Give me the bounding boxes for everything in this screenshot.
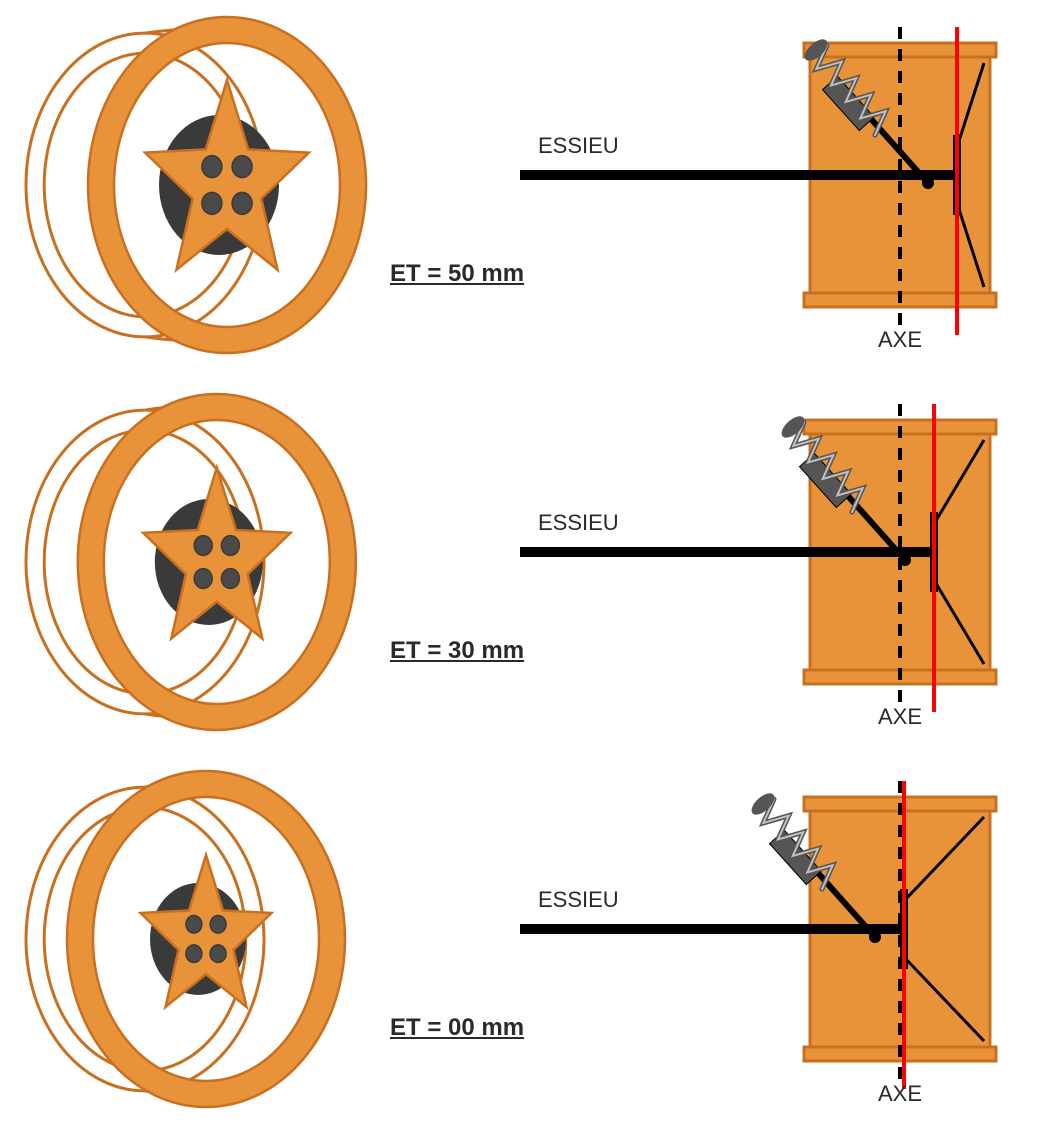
essieu-label: ESSIEU (538, 887, 619, 913)
essieu-label: ESSIEU (538, 133, 619, 159)
wheel-3d-view (20, 759, 380, 1124)
wheel-cross-section (520, 382, 1040, 747)
axe-label: AXE (878, 1081, 922, 1107)
wheel-cross-section (520, 5, 1040, 370)
et-value-label: ET = 50 mm (390, 260, 524, 288)
essieu-label: ESSIEU (538, 510, 619, 536)
wheel-3d-view (20, 5, 380, 370)
axe-label: AXE (878, 704, 922, 730)
wheel-3d-view (20, 382, 380, 747)
et-value-label: ET = 00 mm (390, 1014, 524, 1042)
axe-label: AXE (878, 327, 922, 353)
et-value-label: ET = 30 mm (390, 637, 524, 665)
wheel-cross-section (520, 759, 1040, 1124)
